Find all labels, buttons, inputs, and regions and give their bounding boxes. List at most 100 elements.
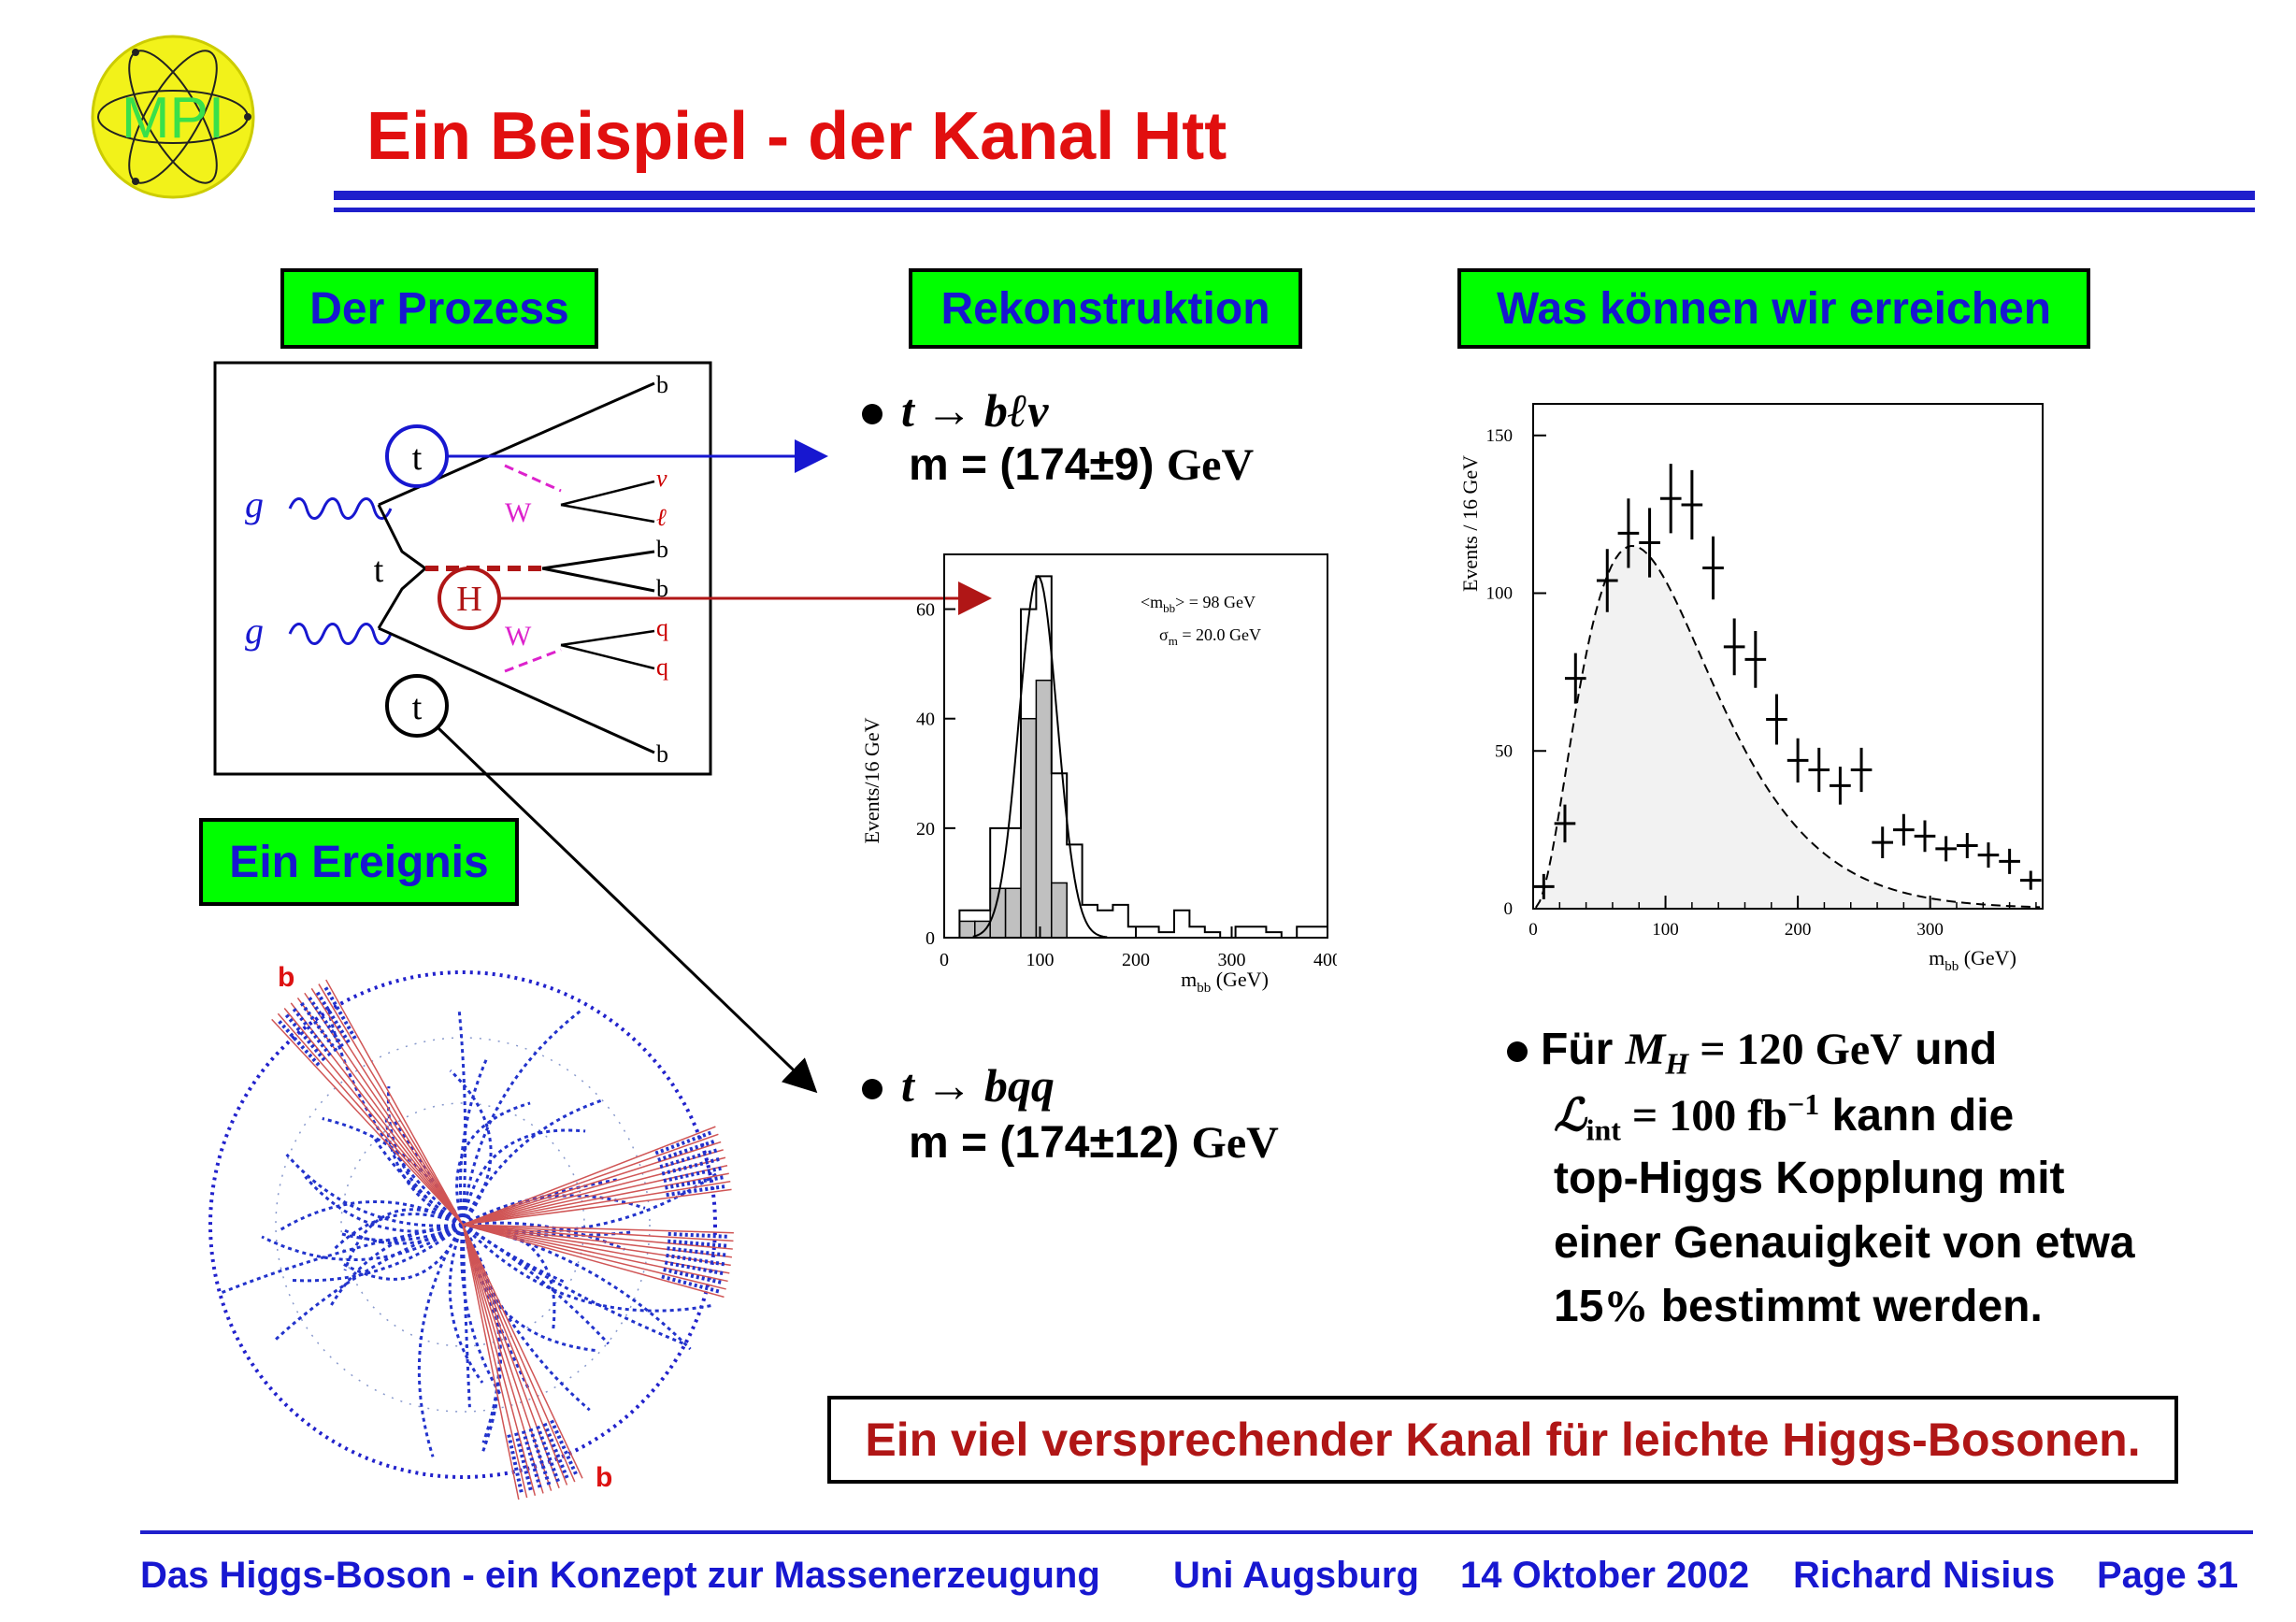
- jet-track: [462, 1224, 537, 1497]
- gluon-line-top: [288, 497, 393, 520]
- track: [462, 1223, 692, 1351]
- plot-frame: [943, 553, 1328, 939]
- mass-leptonic: m = (174±9) GeV: [909, 440, 1255, 490]
- width-annotation: σm = 20.0 GeV: [1159, 625, 1261, 648]
- x-tick-label: 100: [1026, 950, 1055, 970]
- jet-cluster: [521, 1430, 543, 1490]
- track: [461, 1128, 586, 1226]
- footer-page-number: Page 31: [2097, 1555, 2239, 1596]
- svg-text:ℓ: ℓ: [656, 504, 667, 531]
- header-reconstruction: Rekonstruktion: [909, 268, 1302, 349]
- x-tick-label: 100: [1652, 920, 1679, 940]
- svg-text:W: W: [505, 497, 532, 528]
- y-tick-label: 0: [1504, 899, 1514, 919]
- feynman-frame: [213, 361, 712, 776]
- track: [461, 1224, 591, 1412]
- y-tick-label: 0: [926, 928, 935, 949]
- jet-cluster: [663, 1268, 724, 1285]
- svg-text:t: t: [412, 438, 423, 478]
- result-line-3: top-Higgs Kopplung mit: [1554, 1154, 2065, 1203]
- result-line-1: Für MH = 120 GeV und: [1507, 1024, 1997, 1082]
- jet-cluster: [550, 1419, 579, 1477]
- jet-track: [318, 983, 464, 1226]
- jet-cluster: [664, 1260, 725, 1276]
- decay-hadronic: t → bqq: [862, 1058, 1055, 1112]
- track: [461, 1224, 471, 1408]
- jet-track: [271, 1018, 464, 1226]
- svg-text:g: g: [245, 610, 264, 652]
- hist-bar-filled: [1020, 717, 1038, 939]
- jet-cluster: [659, 1147, 720, 1170]
- mbb-reach-plot: 0 100 200 300 0 50 100 150 Events / 16 GeV mbb …: [1458, 403, 2044, 972]
- jet-cluster: [276, 1018, 321, 1067]
- jet-cluster: [298, 1000, 338, 1053]
- svg-text:b: b: [656, 536, 668, 563]
- conclusion-callout: Ein viel versprechender Kanal für leicht…: [827, 1396, 2178, 1484]
- bullet: [862, 1078, 883, 1099]
- title-rule-thin: [334, 208, 2255, 212]
- jet-track: [462, 1188, 732, 1226]
- x-tick-label: 200: [1122, 950, 1150, 970]
- jet-cluster: [661, 1156, 722, 1176]
- mean-annotation: <mbb> = 98 GeV: [1141, 593, 1256, 615]
- jet-track: [462, 1224, 731, 1267]
- bullet: [862, 403, 883, 424]
- gluon-line-bottom: [288, 623, 393, 645]
- result-line-4: einer Genauigkeit von etwa: [1554, 1218, 2135, 1268]
- track: [448, 1224, 484, 1384]
- jet-track: [462, 1224, 576, 1483]
- page-title: Ein Beispiel - der Kanal Htt: [366, 99, 1227, 174]
- jet-track: [462, 1224, 520, 1500]
- bullet: [1507, 1041, 1528, 1063]
- track: [340, 1223, 464, 1242]
- gaussian-fit: [972, 575, 1108, 939]
- jet-track: [462, 1224, 725, 1299]
- arrow-to-hadronic: [436, 725, 818, 1094]
- track: [417, 1224, 465, 1457]
- jet-cluster: [667, 1231, 729, 1239]
- svg-text:b: b: [656, 740, 668, 768]
- jet-cluster: [661, 1274, 722, 1294]
- jet-track: [462, 1181, 731, 1226]
- svg-text:q: q: [656, 614, 668, 641]
- jet-track: [462, 1224, 734, 1234]
- footer-date: 14 Oktober 2002: [1460, 1555, 1750, 1596]
- expectation-curve: [1534, 544, 2041, 909]
- svg-text:t: t: [374, 551, 384, 590]
- top-quark-circle-bottom: [385, 674, 449, 738]
- jet-cluster: [314, 989, 351, 1044]
- x-tick-label: 0: [940, 950, 949, 970]
- track: [285, 1153, 464, 1227]
- jet-cluster: [666, 1253, 727, 1267]
- header-process: Der Prozess: [280, 268, 598, 349]
- x-axis-label: mbb (GeV): [1929, 946, 2016, 972]
- jet-cluster: [536, 1425, 561, 1485]
- y-axis-label: Events / 16 GeV: [1458, 455, 1482, 592]
- track: [341, 1223, 464, 1245]
- jet-track: [283, 1007, 464, 1226]
- jet-track: [462, 1126, 716, 1226]
- jet-cluster: [657, 1139, 717, 1162]
- track: [461, 1224, 501, 1443]
- svg-text:b: b: [656, 575, 668, 602]
- b-jet-label-bottom: b: [596, 1462, 612, 1493]
- result-line-2: ℒint = 100 fb−1 kann die: [1554, 1087, 2015, 1147]
- mbb-histogram: 0 100 200 300 400 0 20 40 60 Events/16 GeV mbb (…: [860, 553, 1337, 996]
- footer-rule: [140, 1530, 2253, 1534]
- jet-track: [277, 1012, 464, 1226]
- jet-cluster: [323, 984, 357, 1040]
- jet-cluster: [528, 1428, 552, 1487]
- jet-track: [462, 1224, 726, 1290]
- track: [455, 1101, 531, 1226]
- detector-ring-outer: [208, 970, 717, 1479]
- y-tick-label: 20: [916, 819, 935, 840]
- x-tick-label: 300: [1218, 950, 1246, 970]
- track: [341, 1224, 465, 1281]
- jet-track: [325, 979, 464, 1226]
- jet-track: [310, 987, 464, 1226]
- track: [461, 1098, 603, 1226]
- jet-track: [462, 1224, 583, 1479]
- x-tick-label: 300: [1916, 920, 1944, 940]
- jet-track: [462, 1224, 733, 1258]
- track: [461, 1008, 583, 1226]
